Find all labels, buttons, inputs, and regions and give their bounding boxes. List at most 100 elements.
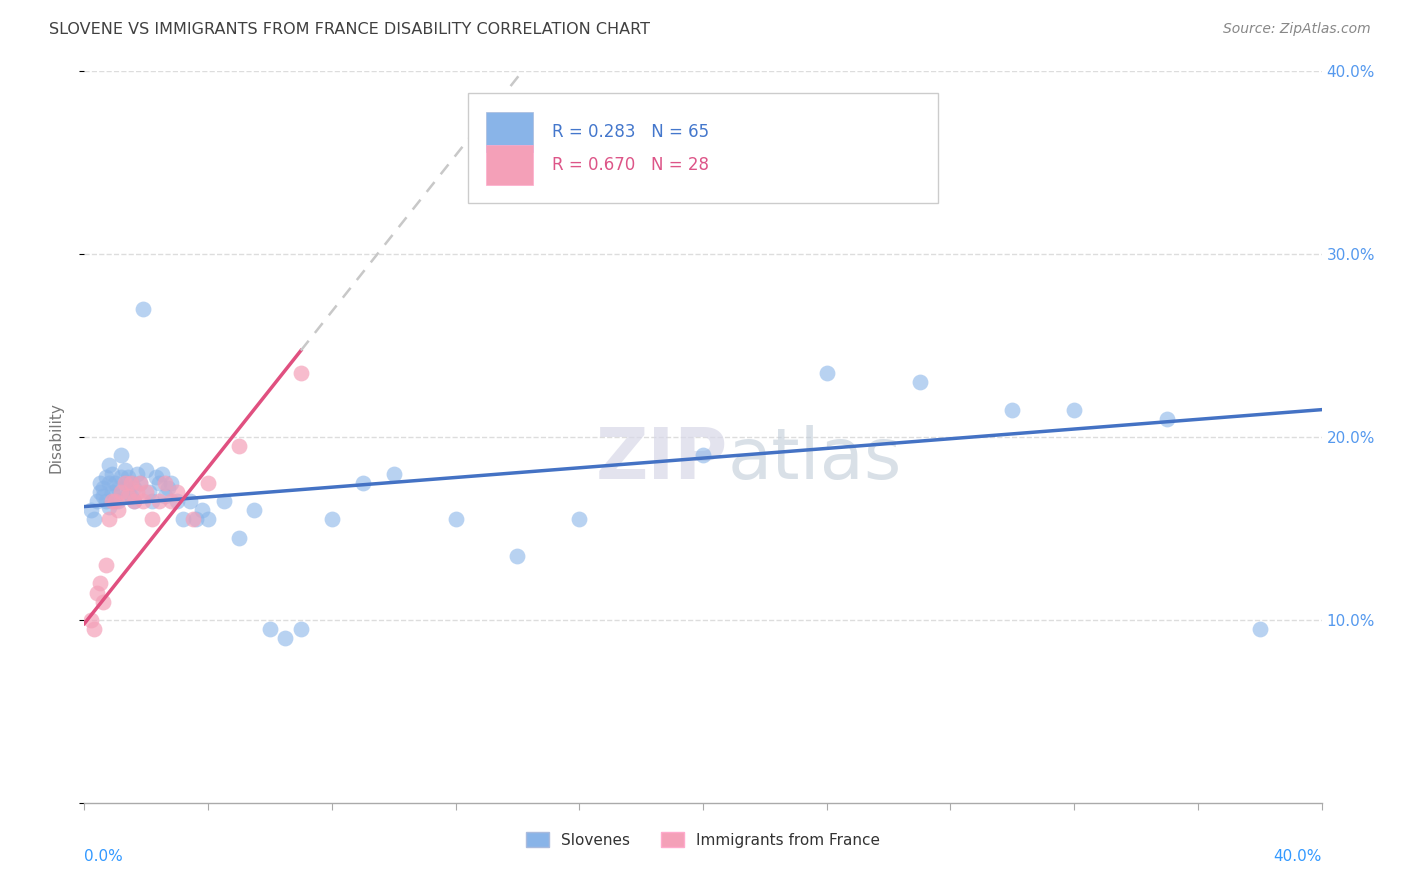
Point [86,494,108,508]
Point [120,475,142,490]
Point [321,512,343,526]
Point [98,458,121,472]
Point [94,470,117,484]
Point [86,585,108,599]
Point [135,485,157,500]
Point [274,632,297,646]
Point [117,485,139,500]
Text: SLOVENE VS IMMIGRANTS FROM FRANCE DISABILITY CORRELATION CHART: SLOVENE VS IMMIGRANTS FROM FRANCE DISABI… [49,22,650,37]
Point [122,494,145,508]
Text: R = 0.670   N = 28: R = 0.670 N = 28 [553,155,709,174]
FancyBboxPatch shape [486,112,533,152]
Point [129,475,152,490]
Point [179,494,201,508]
Point [148,494,170,508]
Point [107,494,129,508]
Point [107,503,129,517]
Point [1156,412,1178,426]
Point [132,301,155,317]
Point [125,467,148,481]
Y-axis label: Disability: Disability [49,401,63,473]
Point [94,558,117,573]
Point [117,489,139,503]
Point [125,485,148,500]
Point [160,494,183,508]
Point [815,366,838,380]
Point [129,475,152,490]
Point [104,489,127,503]
FancyBboxPatch shape [486,145,533,185]
Point [98,475,121,490]
Point [114,463,136,477]
Point [101,494,124,508]
Point [290,366,312,380]
Point [506,549,529,563]
Point [166,485,188,500]
Point [83,512,105,526]
Point [908,375,931,389]
Point [1249,622,1271,636]
Point [117,470,139,484]
Point [197,475,219,490]
Point [101,467,124,481]
Point [110,485,132,500]
Point [98,512,121,526]
Point [172,512,194,526]
Point [181,512,204,526]
Point [1001,402,1024,417]
Point [1063,402,1085,417]
Text: 0.0%: 0.0% [84,848,124,863]
Point [120,489,142,503]
Point [101,485,124,500]
Point [89,485,111,500]
Point [148,475,170,490]
Point [197,512,219,526]
Legend: Slovenes, Immigrants from France: Slovenes, Immigrants from France [520,825,886,854]
Point [166,494,188,508]
Point [94,494,117,508]
Point [114,475,136,490]
Point [160,475,183,490]
Point [132,494,155,508]
Point [89,576,111,591]
Point [79,503,101,517]
Text: R = 0.283   N = 65: R = 0.283 N = 65 [553,123,709,141]
Text: ZIP: ZIP [596,425,728,493]
Point [243,503,266,517]
Point [91,481,114,495]
Point [110,470,132,484]
Point [228,531,250,545]
Point [156,481,179,495]
Point [568,512,591,526]
Point [141,494,163,508]
Point [444,512,467,526]
Point [352,475,374,490]
Point [228,439,250,453]
Point [145,470,167,484]
Point [153,475,176,490]
Text: atlas: atlas [728,425,903,493]
Point [98,500,121,514]
Point [135,463,157,477]
Point [104,475,127,490]
Point [150,467,173,481]
Point [114,475,136,490]
Point [79,613,101,627]
Point [89,475,111,490]
Point [107,481,129,495]
Point [120,475,142,490]
Point [153,489,176,503]
Point [259,622,281,636]
Point [122,481,145,495]
Point [122,494,145,508]
Point [104,494,127,508]
Point [138,485,160,500]
Point [83,622,105,636]
Point [110,448,132,462]
Text: 40.0%: 40.0% [1274,848,1322,863]
Point [91,489,114,503]
Point [91,594,114,608]
Point [212,494,235,508]
Point [184,512,207,526]
Point [692,448,714,462]
